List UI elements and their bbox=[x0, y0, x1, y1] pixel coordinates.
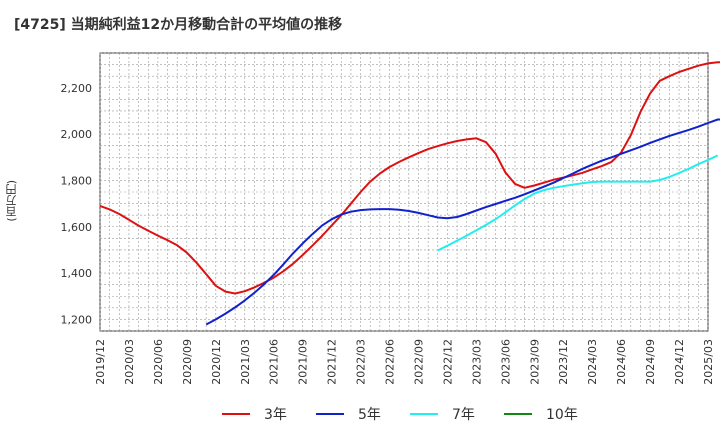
legend-item: 3年 bbox=[222, 404, 287, 424]
x-tick-label: 2021/12 bbox=[326, 339, 339, 385]
x-tick-label: 2024/09 bbox=[644, 339, 657, 385]
x-tick-label: 2023/09 bbox=[528, 339, 541, 385]
x-tick-label: 2023/12 bbox=[557, 339, 570, 385]
x-tick-label: 2023/03 bbox=[470, 339, 483, 385]
x-tick-label: 2022/12 bbox=[441, 339, 454, 385]
series-line-2 bbox=[205, 118, 720, 326]
x-tick-label: 2022/06 bbox=[384, 339, 397, 385]
x-tick-label: 2020/06 bbox=[152, 339, 165, 385]
x-tick-label: 2020/09 bbox=[181, 339, 194, 385]
x-tick-label: 2021/09 bbox=[297, 339, 310, 385]
series-line-3 bbox=[437, 154, 719, 252]
legend-item: 10年 bbox=[504, 404, 578, 424]
legend-label: 7年 bbox=[452, 407, 475, 423]
x-tick-label: 2022/09 bbox=[412, 339, 425, 385]
y-tick-label: 1,200 bbox=[61, 313, 93, 326]
legend-swatch bbox=[410, 413, 438, 415]
x-tick-label: 2019/12 bbox=[94, 339, 107, 385]
chart-title: [4725] 当期純利益12か月移動合計の平均値の推移 bbox=[14, 17, 343, 33]
legend-label: 10年 bbox=[546, 407, 578, 423]
x-tick-label: 2024/03 bbox=[586, 339, 599, 385]
legend-label: 5年 bbox=[358, 407, 381, 423]
chart-legend: 3年 5年 7年 10年 bbox=[0, 400, 720, 430]
x-tick-label: 2021/06 bbox=[268, 339, 281, 385]
y-tick-label: 2,000 bbox=[61, 128, 93, 141]
y-tick-label: 1,400 bbox=[61, 267, 93, 280]
y-tick-label: 1,800 bbox=[61, 174, 93, 187]
x-tick-label: 2022/03 bbox=[355, 339, 368, 385]
legend-item: 5年 bbox=[316, 404, 381, 424]
legend-label: 3年 bbox=[264, 407, 287, 423]
x-tick-label: 2021/03 bbox=[239, 339, 252, 385]
legend-swatch bbox=[222, 413, 250, 415]
legend-swatch bbox=[504, 413, 532, 415]
legend-swatch bbox=[316, 413, 344, 415]
x-tick-label: 2020/12 bbox=[210, 339, 223, 385]
x-tick-label: 2023/06 bbox=[499, 339, 512, 385]
x-tick-label: 2025/03 bbox=[702, 339, 715, 385]
x-tick-label: 2020/03 bbox=[123, 339, 136, 385]
legend-item: 7年 bbox=[410, 404, 475, 424]
series-line-1 bbox=[99, 61, 720, 295]
y-tick-label: 2,200 bbox=[61, 82, 93, 95]
x-tick-label: 2024/12 bbox=[673, 339, 686, 385]
x-tick-label: 2024/06 bbox=[615, 339, 628, 385]
y-tick-label: 1,600 bbox=[61, 221, 93, 234]
